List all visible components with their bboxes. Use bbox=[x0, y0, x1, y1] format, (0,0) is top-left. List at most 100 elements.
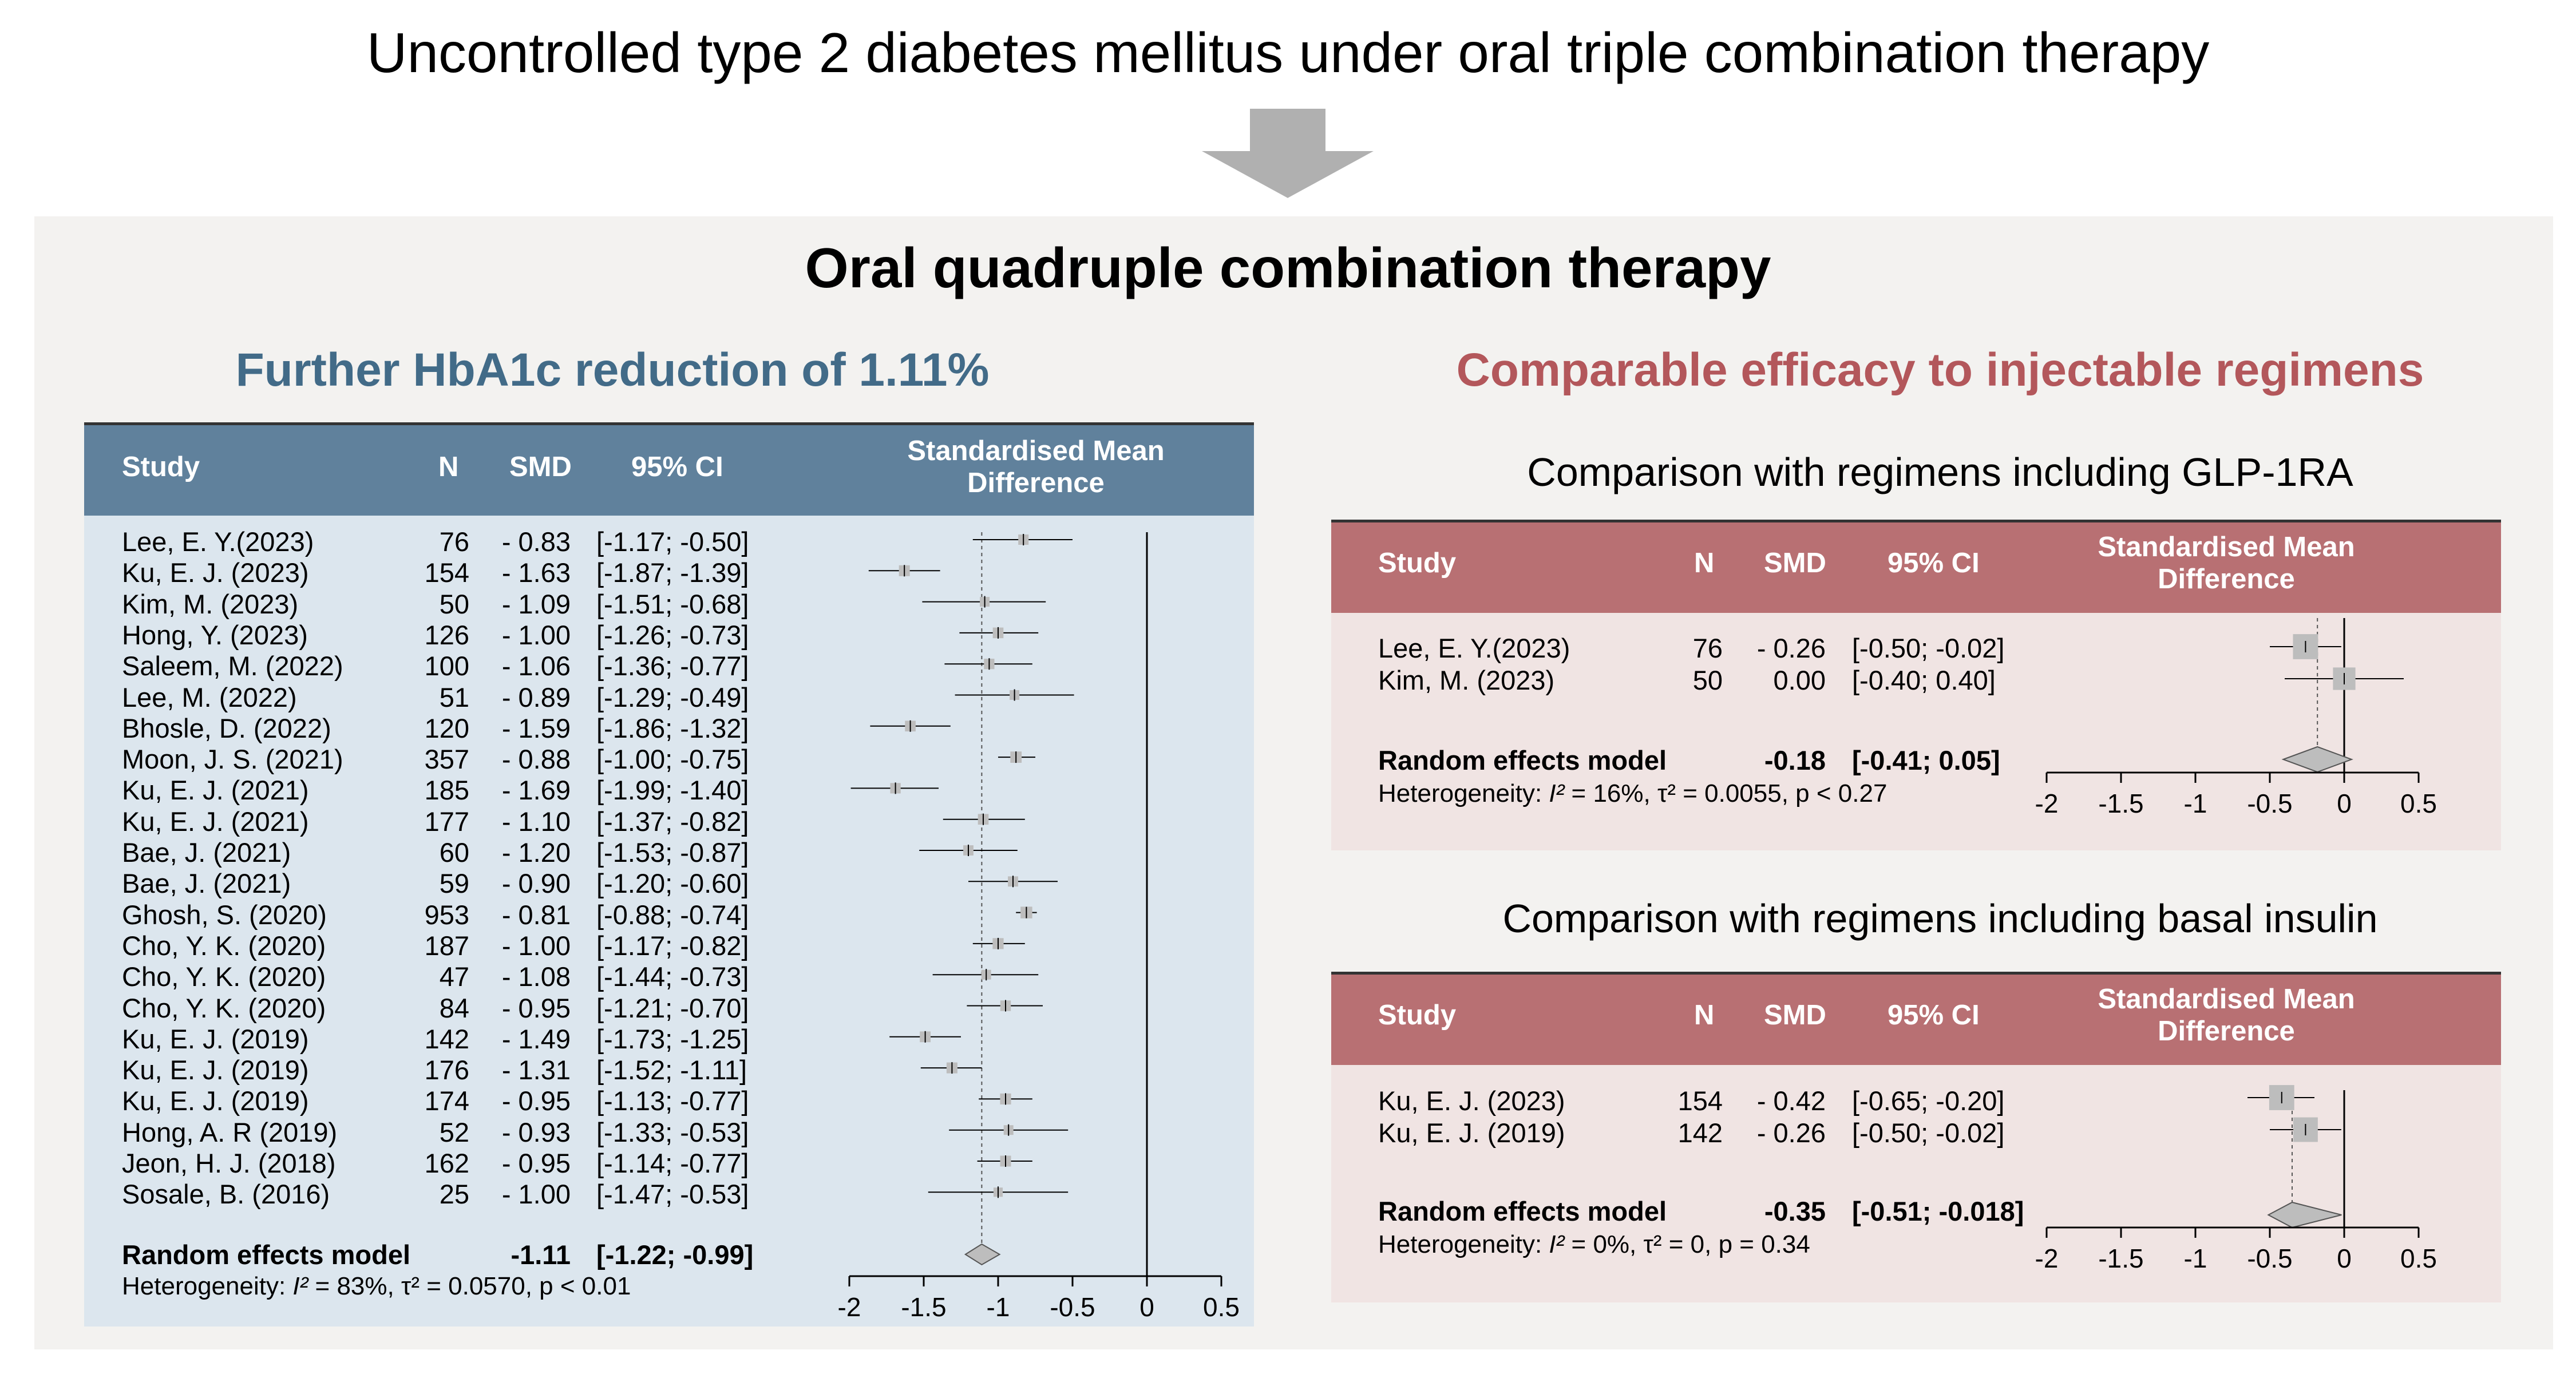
insulin-study-n: 142 bbox=[1677, 1118, 1723, 1148]
left-study-name: Bae, J. (2021) bbox=[122, 868, 291, 899]
col-plot-header-line2: Difference bbox=[967, 468, 1105, 498]
left-study-name: Bae, J. (2021) bbox=[122, 837, 291, 868]
x-tick-label: -1 bbox=[987, 1292, 1010, 1322]
x-tick-label: -0.5 bbox=[2247, 789, 2292, 818]
insulin-summary-ci: [-0.51; -0.018] bbox=[1852, 1196, 2024, 1226]
main-title: Uncontrolled type 2 diabetes mellitus un… bbox=[366, 21, 2210, 84]
insulin-study-smd: - 0.26 bbox=[1756, 1118, 1826, 1148]
left-study-smd: - 0.81 bbox=[501, 899, 571, 930]
left-study-smd: - 1.59 bbox=[501, 712, 571, 743]
left-study-smd: - 0.88 bbox=[501, 744, 571, 775]
left-study-ci: [-1.87; -1.39] bbox=[596, 557, 749, 588]
down-arrow-icon bbox=[1202, 109, 1374, 198]
left-study-name: Ku, E. J. (2021) bbox=[122, 775, 309, 806]
left-study-name: Lee, E. Y.(2023) bbox=[122, 526, 314, 557]
insulin-study-ci: [-0.50; -0.02] bbox=[1852, 1118, 2005, 1148]
insulin-col-ci-header: 95% CI bbox=[1888, 1000, 1980, 1031]
left-study-name: Lee, M. (2022) bbox=[122, 682, 297, 712]
glp1-study-smd: - 0.26 bbox=[1756, 633, 1826, 663]
left-summary-ci: [-1.22; -0.99] bbox=[596, 1240, 754, 1270]
left-study-ci: [-1.33; -0.53] bbox=[596, 1116, 749, 1147]
left-study-ci: [-1.99; -1.40] bbox=[596, 775, 749, 806]
left-study-ci: [-1.53; -0.87] bbox=[596, 837, 749, 868]
left-study-smd: - 1.00 bbox=[501, 930, 571, 961]
glp1-heterogeneity: Heterogeneity: I² = 16%, τ² = 0.0055, p … bbox=[1378, 779, 1887, 808]
glp1-study-n: 76 bbox=[1692, 633, 1723, 663]
x-tick-label: -1.5 bbox=[901, 1292, 946, 1322]
left-study-name: Ku, E. J. (2021) bbox=[122, 806, 309, 837]
glp1-col-smd-header: SMD bbox=[1764, 548, 1826, 579]
glp1-study-smd: 0.00 bbox=[1773, 665, 1826, 695]
left-study-ci: [-1.51; -0.68] bbox=[596, 588, 749, 619]
left-table-header bbox=[84, 422, 1254, 516]
left-study-n: 154 bbox=[424, 557, 469, 588]
col-plot-header-line1: Standardised Mean bbox=[907, 435, 1165, 466]
left-study-ci: [-1.14; -0.77] bbox=[596, 1148, 749, 1178]
col-smd-header: SMD bbox=[509, 452, 572, 482]
x-tick-label: 0 bbox=[1139, 1292, 1154, 1322]
col-n-header: N bbox=[438, 452, 459, 482]
insulin-col-plot-header: Standardised Mean Difference bbox=[2060, 983, 2392, 1047]
left-study-n: 162 bbox=[424, 1148, 469, 1178]
insulin-col-plot-header-line2: Difference bbox=[2158, 1016, 2295, 1047]
glp1-study-name: Lee, E. Y.(2023) bbox=[1378, 633, 1570, 663]
left-study-n: 177 bbox=[424, 806, 469, 837]
left-study-n: 174 bbox=[424, 1086, 469, 1116]
left-study-n: 60 bbox=[439, 837, 469, 868]
left-study-ci: [-1.37; -0.82] bbox=[596, 806, 749, 837]
col-study-header: Study bbox=[122, 452, 200, 482]
insulin-comparison-title: Comparison with regimens including basal… bbox=[1502, 896, 2378, 941]
x-tick-label: -0.5 bbox=[2247, 1244, 2292, 1273]
left-study-ci: [-1.13; -0.77] bbox=[596, 1086, 749, 1116]
left-summary-label: Random effects model bbox=[122, 1240, 411, 1270]
left-study-smd: - 0.93 bbox=[501, 1116, 571, 1147]
summary-diamond bbox=[2267, 1201, 2342, 1229]
left-study-ci: [-1.26; -0.73] bbox=[596, 619, 749, 650]
left-study-n: 47 bbox=[439, 961, 469, 992]
left-study-n: 120 bbox=[424, 712, 469, 743]
left-study-name: Jeon, H. J. (2018) bbox=[122, 1148, 336, 1178]
glp1-het-i2: I² bbox=[1549, 779, 1565, 807]
left-study-ci: [-1.86; -1.32] bbox=[596, 712, 749, 743]
insulin-study-name: Ku, E. J. (2019) bbox=[1378, 1118, 1565, 1148]
glp1-study-ci: [-0.40; 0.40] bbox=[1852, 665, 1996, 695]
left-study-ci: [-1.52; -1.11] bbox=[596, 1055, 747, 1086]
insulin-study-smd: - 0.42 bbox=[1756, 1086, 1826, 1116]
left-study-smd: - 0.95 bbox=[501, 1148, 571, 1178]
glp1-het-prefix: Heterogeneity: bbox=[1378, 779, 1549, 807]
insulin-het-prefix: Heterogeneity: bbox=[1378, 1230, 1549, 1258]
left-study-name: Ku, E. J. (2019) bbox=[122, 1086, 309, 1116]
glp1-col-study-header: Study bbox=[1378, 548, 1457, 579]
x-tick-label: -0.5 bbox=[1050, 1292, 1095, 1322]
insulin-het-rest: = 0%, τ² = 0, p = 0.34 bbox=[1564, 1230, 1810, 1258]
left-study-smd: - 1.06 bbox=[501, 651, 571, 682]
left-study-n: 25 bbox=[439, 1179, 469, 1210]
left-study-ci: [-1.17; -0.50] bbox=[596, 526, 749, 557]
left-forest-panel bbox=[84, 422, 1254, 1327]
x-tick-label: -2 bbox=[838, 1292, 861, 1322]
left-study-smd: - 0.89 bbox=[501, 682, 571, 712]
left-study-ci: [-1.00; -0.75] bbox=[596, 744, 749, 775]
left-study-n: 176 bbox=[424, 1055, 469, 1086]
left-study-ci: [-1.20; -0.60] bbox=[596, 868, 749, 899]
x-tick-label: -1 bbox=[2184, 1244, 2207, 1273]
insulin-summary-label: Random effects model bbox=[1378, 1196, 1667, 1226]
left-study-ci: [-1.29; -0.49] bbox=[596, 682, 749, 712]
left-study-smd: - 1.20 bbox=[501, 837, 571, 868]
left-study-n: 100 bbox=[424, 651, 469, 682]
x-tick-label: 0.5 bbox=[2400, 789, 2437, 818]
left-study-smd: - 1.09 bbox=[501, 588, 571, 619]
left-het-rest: = 83%, τ² = 0.0570, p < 0.01 bbox=[308, 1272, 631, 1300]
x-tick-label: -1 bbox=[2184, 789, 2207, 818]
x-tick-label: 0 bbox=[2337, 789, 2352, 818]
summary-diamond bbox=[2281, 746, 2353, 773]
insulin-col-n-header: N bbox=[1694, 1000, 1715, 1031]
left-study-ci: [-1.21; -0.70] bbox=[596, 992, 749, 1023]
col-ci-header: 95% CI bbox=[631, 452, 723, 482]
x-tick-label: 0.5 bbox=[2400, 1244, 2437, 1273]
left-study-name: Saleem, M. (2022) bbox=[122, 651, 343, 682]
left-study-n: 126 bbox=[424, 619, 469, 650]
left-study-name: Cho, Y. K. (2020) bbox=[122, 930, 326, 961]
left-study-n: 142 bbox=[424, 1023, 469, 1054]
left-study-ci: [-0.88; -0.74] bbox=[596, 899, 749, 930]
